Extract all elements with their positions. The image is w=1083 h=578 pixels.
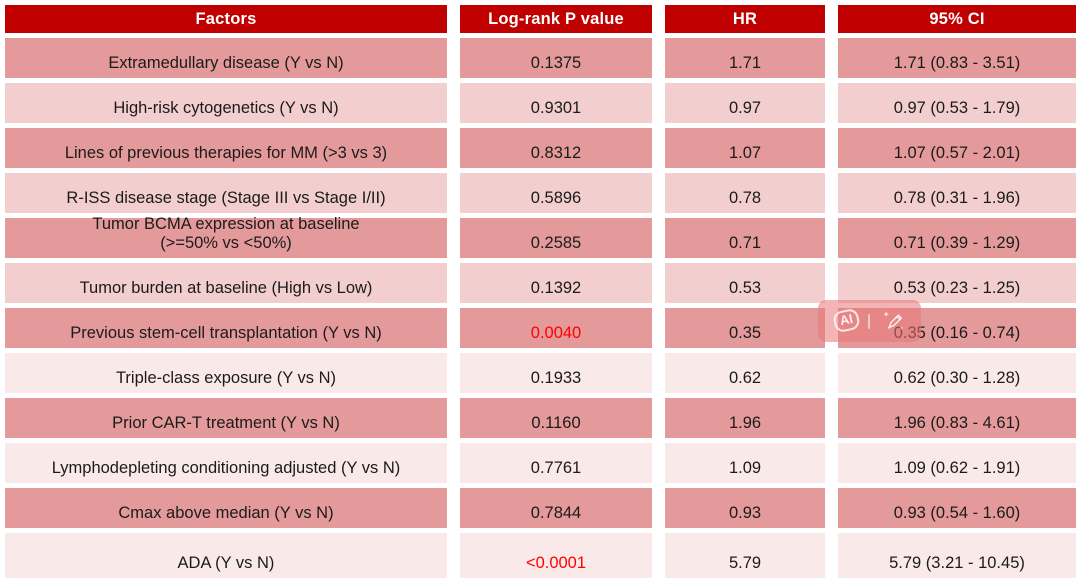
hr-cell: 0.93 [665, 488, 825, 528]
column-header-hr: HR [665, 5, 825, 33]
ci-cell: 0.35 (0.16 - 0.74) [838, 308, 1076, 348]
hr-cell: 5.79 [665, 533, 825, 578]
factor-cell: ADA (Y vs N) [5, 533, 447, 578]
p-value-cell: 0.5896 [460, 173, 652, 213]
hr-cell: 1.71 [665, 38, 825, 78]
ci-cell: 0.97 (0.53 - 1.79) [838, 83, 1076, 123]
hr-cell: 0.35 [665, 308, 825, 348]
column-header-factors: Factors [5, 5, 447, 33]
hr-cell: 0.62 [665, 353, 825, 393]
factor-cell: High-risk cytogenetics (Y vs N) [5, 83, 447, 123]
factor-cell: Triple-class exposure (Y vs N) [5, 353, 447, 393]
ci-cell: 1.96 (0.83 - 4.61) [838, 398, 1076, 438]
p-value-cell: 0.1392 [460, 263, 652, 303]
column-header-logrank-p-value: Log-rank P value [460, 5, 652, 33]
factor-cell: Prior CAR-T treatment (Y vs N) [5, 398, 447, 438]
hr-cell: 1.96 [665, 398, 825, 438]
p-value-cell: 0.2585 [460, 218, 652, 258]
p-value-cell: 0.8312 [460, 128, 652, 168]
ci-cell: 0.93 (0.54 - 1.60) [838, 488, 1076, 528]
hr-cell: 1.09 [665, 443, 825, 483]
ci-cell: 0.53 (0.23 - 1.25) [838, 263, 1076, 303]
factor-cell: Extramedullary disease (Y vs N) [5, 38, 447, 78]
p-value-cell: 0.9301 [460, 83, 652, 123]
hr-cell: 1.07 [665, 128, 825, 168]
ci-cell: 0.78 (0.31 - 1.96) [838, 173, 1076, 213]
p-value-cell: 0.7844 [460, 488, 652, 528]
ci-cell: 1.07 (0.57 - 2.01) [838, 128, 1076, 168]
factor-cell: Previous stem-cell transplantation (Y vs… [5, 308, 447, 348]
factor-cell: Cmax above median (Y vs N) [5, 488, 447, 528]
ci-cell: 0.71 (0.39 - 1.29) [838, 218, 1076, 258]
hr-cell: 0.97 [665, 83, 825, 123]
p-value-cell: 0.1375 [460, 38, 652, 78]
hr-cell: 0.71 [665, 218, 825, 258]
column-header-95-ci: 95% CI [838, 5, 1076, 33]
factor-cell: Lines of previous therapies for MM (>3 v… [5, 128, 447, 168]
p-value-cell: 0.0040 [460, 308, 652, 348]
p-value-cell: <0.0001 [460, 533, 652, 578]
p-value-cell: 0.1160 [460, 398, 652, 438]
factor-cell: Tumor BCMA expression at baseline (>=50%… [5, 215, 447, 258]
factor-cell: Lymphodepleting conditioning adjusted (Y… [5, 443, 447, 483]
p-value-cell: 0.7761 [460, 443, 652, 483]
ci-cell: 1.71 (0.83 - 3.51) [838, 38, 1076, 78]
factor-cell: R-ISS disease stage (Stage III vs Stage … [5, 173, 447, 213]
ci-cell: 5.79 (3.21 - 10.45) [838, 533, 1076, 578]
ci-cell: 1.09 (0.62 - 1.91) [838, 443, 1076, 483]
p-value-cell: 0.1933 [460, 353, 652, 393]
hr-cell: 0.53 [665, 263, 825, 303]
hr-cell: 0.78 [665, 173, 825, 213]
ci-cell: 0.62 (0.30 - 1.28) [838, 353, 1076, 393]
factor-cell: Tumor burden at baseline (High vs Low) [5, 263, 447, 303]
